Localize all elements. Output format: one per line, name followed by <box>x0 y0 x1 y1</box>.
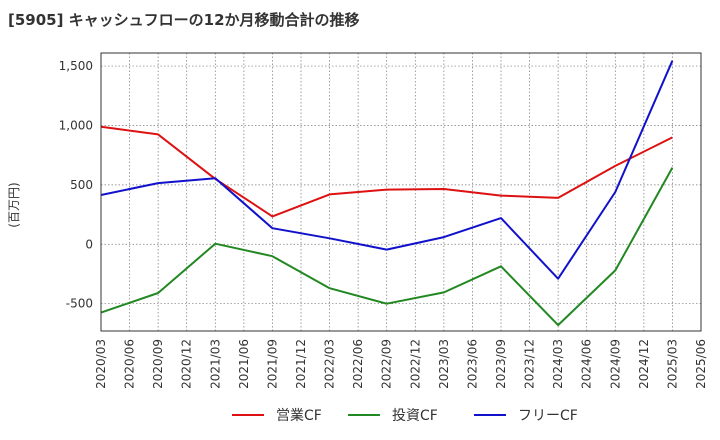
x-tick-label: 2024/03 <box>551 339 565 389</box>
y-axis-label: (百万円) <box>7 182 21 227</box>
x-tick-label: 2020/09 <box>151 339 165 389</box>
x-tick-label: 2022/03 <box>323 339 337 389</box>
x-tick-label: 2021/12 <box>294 339 308 389</box>
legend-label: 投資CF <box>392 408 438 424</box>
y-tick-label: 0 <box>85 237 93 251</box>
x-tick-label: 2023/12 <box>523 339 537 389</box>
series-line-投資CF <box>100 167 674 327</box>
series-line-フリーCF <box>100 60 674 280</box>
x-tick-label: 2021/03 <box>208 339 222 389</box>
x-tick-label: 2024/09 <box>608 339 622 389</box>
x-tick-label: 2023/09 <box>494 339 508 389</box>
x-tick-label: 2025/06 <box>694 339 708 389</box>
chart-title: [5905] キャッシュフローの12か月移動合計の推移 <box>8 11 360 29</box>
x-tick-label: 2023/03 <box>437 339 451 389</box>
x-tick-label: 2020/03 <box>94 339 108 389</box>
x-tick-label: 2021/09 <box>265 339 279 389</box>
x-tick-label: 2022/06 <box>351 339 365 389</box>
y-tick-label: 1,500 <box>59 59 93 73</box>
x-tick-label: 2024/06 <box>580 339 594 389</box>
x-tick-label: 2022/09 <box>380 339 394 389</box>
series-line-営業CF <box>100 125 673 218</box>
plot-area <box>101 53 701 331</box>
x-tick-label: 2021/06 <box>237 339 251 389</box>
legend-label: 営業CF <box>276 408 322 424</box>
y-tick-label: 500 <box>70 178 93 192</box>
plot-border <box>100 52 702 332</box>
x-tick-label: 2023/06 <box>465 339 479 389</box>
legend-label: フリーCF <box>518 408 578 424</box>
x-tick-label: 2020/12 <box>180 339 194 389</box>
x-tick-label: 2022/12 <box>408 339 422 389</box>
y-tick-label: 1,000 <box>59 118 93 132</box>
x-tick-label: 2024/12 <box>637 339 651 389</box>
x-tick-label: 2020/06 <box>123 339 137 389</box>
x-tick-label: 2025/03 <box>665 339 679 389</box>
y-tick-label: -500 <box>66 297 93 311</box>
